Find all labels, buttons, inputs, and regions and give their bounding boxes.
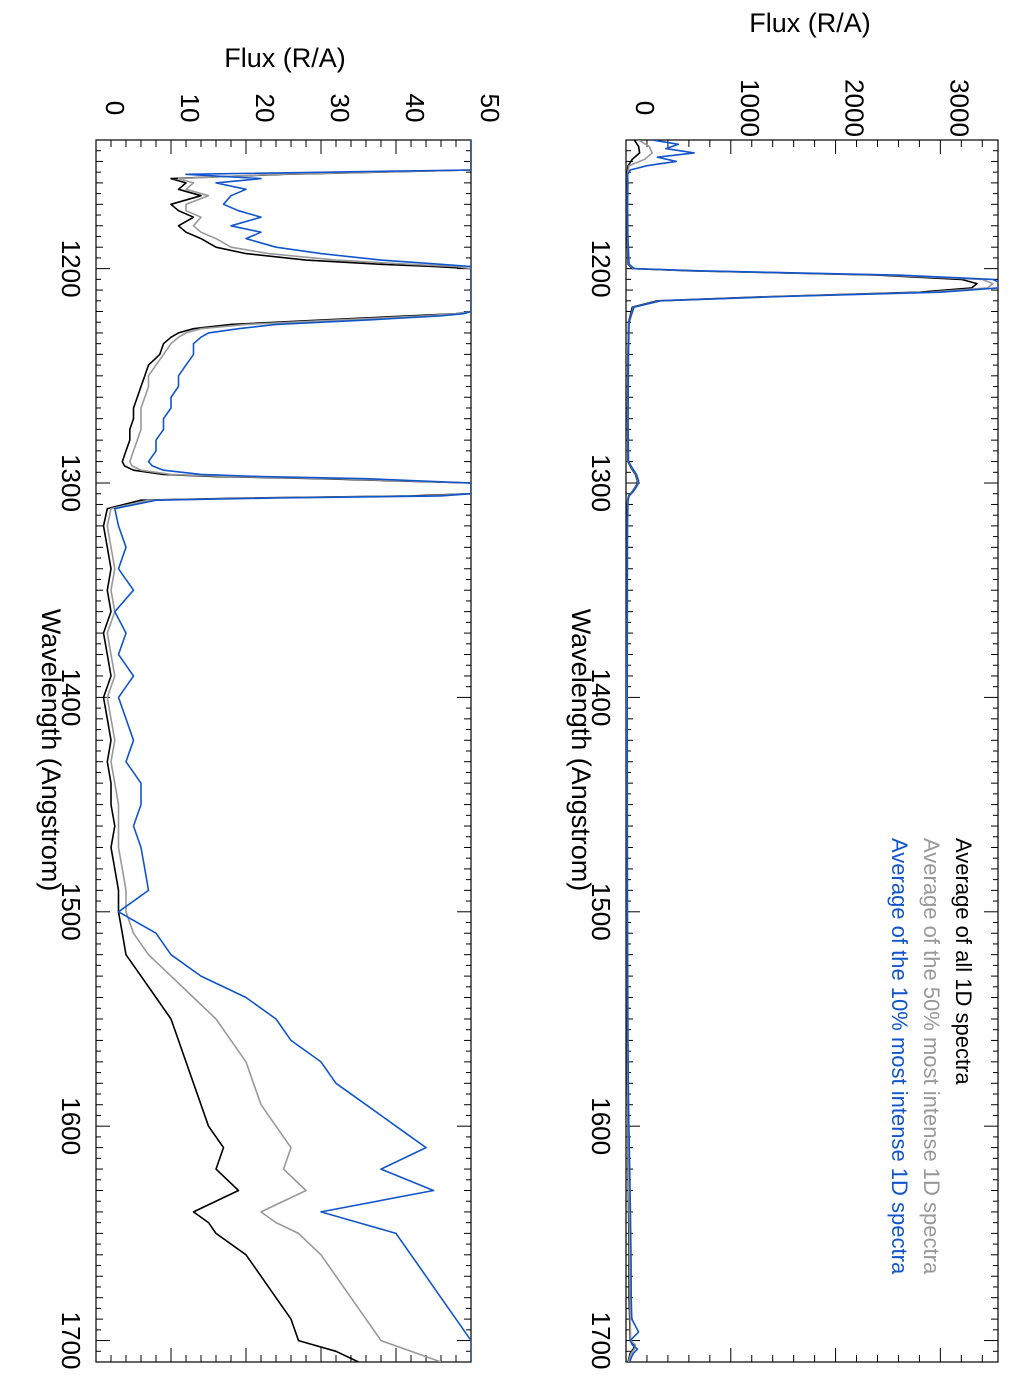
x-tick-label: 1200: [56, 240, 86, 298]
y-tick-label: 10: [175, 94, 205, 123]
x-tick-label: 1700: [56, 1312, 86, 1370]
legend-entry: Average of all 1D spectra: [951, 838, 976, 1085]
series-group: [102, 140, 471, 1362]
y-tick-label: 50: [475, 94, 505, 123]
x-axis-label: Wavelength (Angstrom): [566, 609, 596, 892]
y-tick-label: 0: [630, 101, 660, 115]
y-tick-label: 40: [400, 94, 430, 123]
top-panel: 1200 1300 1400 1500 1600 1700 0 1000 2000 3000 Flu…: [566, 8, 999, 1370]
x-axis-label: Wavelength (Angstrom): [36, 609, 66, 892]
x-tick-label: 1400: [56, 668, 86, 726]
y-tick-label: 2000: [840, 79, 870, 137]
series-line-2: [626, 140, 998, 1362]
y-tick-label: 30: [325, 94, 355, 123]
x-tick-label: 1500: [586, 883, 616, 941]
series-line-1: [106, 140, 471, 1362]
x-tick-label: 1400: [586, 668, 616, 726]
series-line-2: [114, 140, 471, 1362]
y-tick-label: 0: [100, 101, 130, 115]
x-tick-label: 1700: [586, 1312, 616, 1370]
legend-entry: Average of the 50% most intense 1D spect…: [919, 838, 944, 1275]
y-axis-label: Flux (R/A): [749, 8, 871, 38]
x-tick-label: 1300: [586, 454, 616, 512]
y-tick-label: 3000: [944, 79, 974, 137]
bottom-panel: 1200 1300 1400 1500 1600 1700 0 10 20 30 40 50 Flux …: [36, 43, 505, 1369]
y-axis-label: Flux (R/A): [224, 43, 346, 73]
y-tick-label: 20: [250, 94, 280, 123]
x-tick-label: 1300: [56, 454, 86, 512]
series-group: [626, 140, 998, 1362]
series-line-0: [102, 140, 471, 1362]
x-tick-label: 1200: [586, 240, 616, 298]
legend-entry: Average of the 10% most intense 1D spect…: [887, 838, 912, 1275]
x-tick-label: 1500: [56, 883, 86, 941]
y-tick-label: 1000: [735, 79, 765, 137]
x-tick-label: 1600: [586, 1097, 616, 1155]
x-tick-label: 1600: [56, 1097, 86, 1155]
